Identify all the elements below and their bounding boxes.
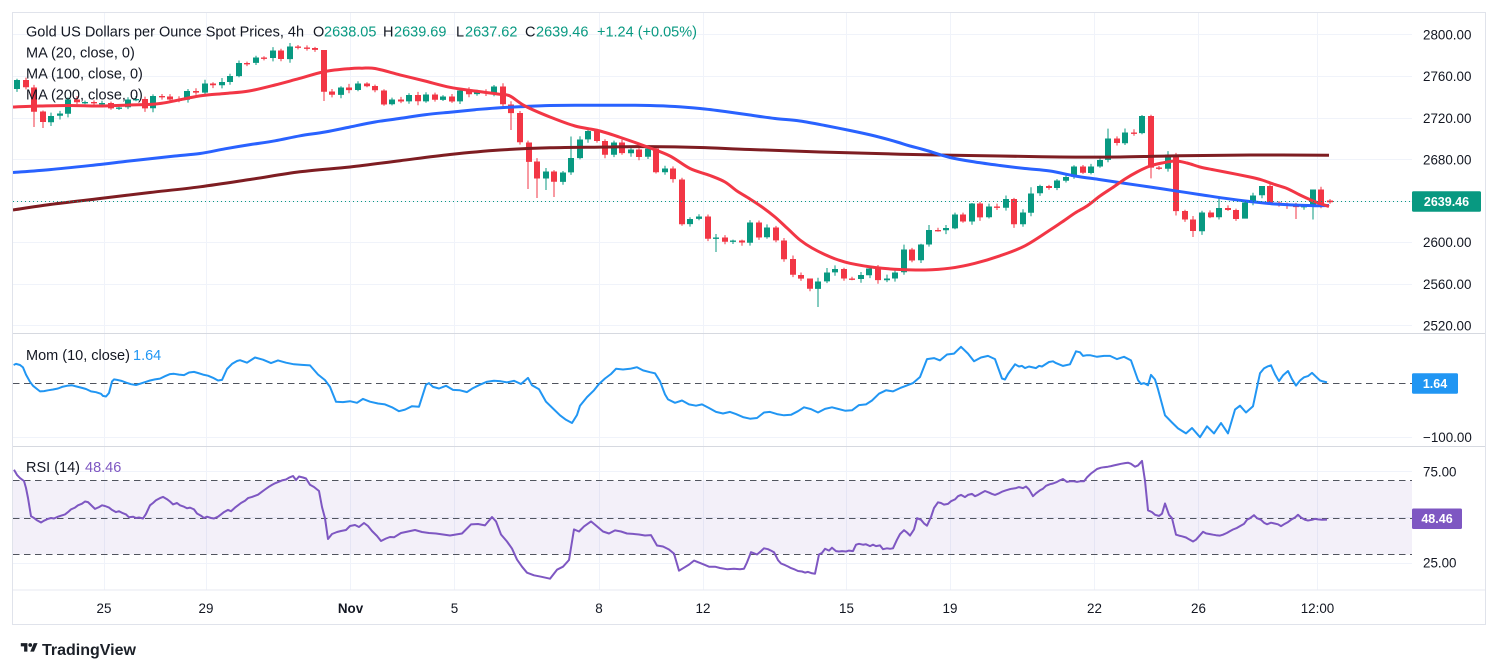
svg-text:8: 8 — [595, 601, 602, 616]
svg-text:MA (100, close, 0): MA (100, close, 0) — [26, 67, 143, 83]
svg-text:5: 5 — [451, 601, 458, 616]
svg-text:22: 22 — [1087, 601, 1102, 616]
svg-text:2637.62: 2637.62 — [465, 25, 517, 41]
svg-text:2560.00: 2560.00 — [1423, 277, 1471, 292]
svg-text:48.46: 48.46 — [85, 460, 121, 476]
svg-text:25: 25 — [97, 601, 112, 616]
svg-text:2760.00: 2760.00 — [1423, 69, 1471, 84]
svg-text:Nov: Nov — [338, 601, 364, 616]
svg-text:MA (20, close, 0): MA (20, close, 0) — [26, 46, 135, 62]
svg-text:+1.24 (+0.05%): +1.24 (+0.05%) — [597, 25, 697, 41]
svg-text:2600.00: 2600.00 — [1423, 235, 1471, 250]
svg-text:75.00: 75.00 — [1423, 464, 1457, 479]
svg-text:1.64: 1.64 — [1423, 377, 1447, 391]
svg-text:1.64: 1.64 — [133, 348, 161, 364]
svg-text:−100.00: −100.00 — [1423, 430, 1472, 445]
svg-text:2639.46: 2639.46 — [536, 25, 588, 41]
svg-text:2680.00: 2680.00 — [1423, 152, 1471, 167]
svg-text:12: 12 — [696, 601, 711, 616]
svg-text:2800.00: 2800.00 — [1423, 27, 1471, 42]
svg-text:C: C — [525, 25, 535, 41]
svg-text:29: 29 — [199, 601, 214, 616]
svg-text:2520.00: 2520.00 — [1423, 318, 1471, 333]
svg-text:Gold US Dollars per Ounce Spot: Gold US Dollars per Ounce Spot Prices, 4… — [26, 25, 304, 41]
svg-text:15: 15 — [839, 601, 854, 616]
svg-text:MA (200, close, 0): MA (200, close, 0) — [26, 88, 143, 104]
svg-text:25.00: 25.00 — [1423, 556, 1457, 571]
svg-text:2720.00: 2720.00 — [1423, 111, 1471, 126]
svg-text:12:00: 12:00 — [1301, 601, 1335, 616]
svg-text:Mom (10, close): Mom (10, close) — [26, 348, 130, 364]
svg-text:RSI (14): RSI (14) — [26, 460, 80, 476]
svg-text:H: H — [383, 25, 393, 41]
svg-text:26: 26 — [1191, 601, 1206, 616]
svg-text:48.46: 48.46 — [1421, 512, 1452, 526]
svg-text:2639.69: 2639.69 — [394, 25, 446, 41]
svg-text:19: 19 — [943, 601, 958, 616]
svg-text:O: O — [313, 25, 324, 41]
svg-text:2638.05: 2638.05 — [324, 25, 376, 41]
svg-text:TradingView: TradingView — [42, 642, 137, 659]
svg-text:2639.46: 2639.46 — [1424, 195, 1469, 209]
svg-text:L: L — [456, 25, 464, 41]
